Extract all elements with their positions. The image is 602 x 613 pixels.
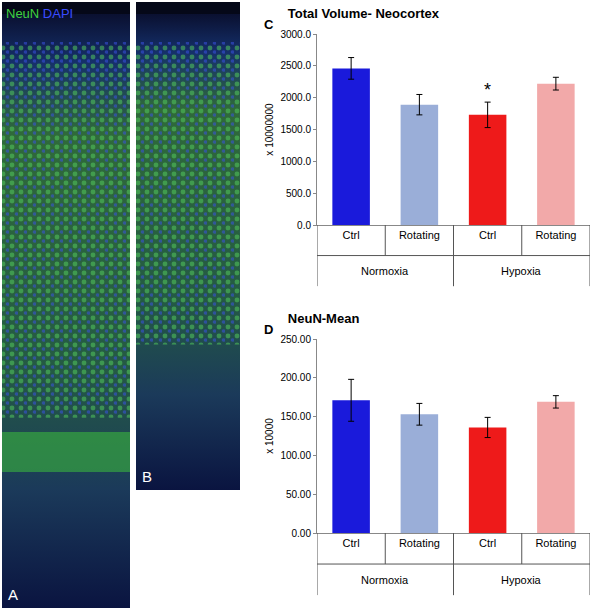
- svg-text:B: B: [142, 468, 152, 485]
- svg-text:Ctrl: Ctrl: [479, 537, 496, 549]
- svg-text:1000.0: 1000.0: [280, 156, 311, 167]
- svg-text:NeuN DAPI: NeuN DAPI: [6, 6, 73, 21]
- svg-text:0.0: 0.0: [297, 220, 311, 231]
- svg-text:Ctrl: Ctrl: [343, 229, 360, 241]
- svg-text:Hypoxia: Hypoxia: [501, 265, 542, 277]
- svg-text:Normoxia: Normoxia: [361, 574, 409, 586]
- svg-text:200.00: 200.00: [280, 372, 311, 383]
- svg-text:150.00: 150.00: [280, 411, 311, 422]
- svg-text:100.00: 100.00: [280, 450, 311, 461]
- svg-text:Normoxia: Normoxia: [361, 265, 409, 277]
- svg-text:A: A: [8, 586, 18, 603]
- svg-text:Rotating: Rotating: [535, 229, 576, 241]
- svg-text:2000.0: 2000.0: [280, 92, 311, 103]
- svg-text:250.00: 250.00: [280, 334, 311, 345]
- svg-text:NeuN-Mean: NeuN-Mean: [288, 311, 360, 326]
- svg-text:3000.0: 3000.0: [280, 29, 311, 40]
- svg-text:500.0: 500.0: [286, 188, 311, 199]
- svg-text:Rotating: Rotating: [535, 537, 576, 549]
- svg-text:0.00: 0.00: [292, 528, 312, 539]
- svg-text:Total Volume- Neocortex: Total Volume- Neocortex: [288, 6, 440, 21]
- svg-text:Hypoxia: Hypoxia: [501, 574, 542, 586]
- svg-text:C: C: [264, 17, 274, 32]
- svg-text:Ctrl: Ctrl: [479, 229, 496, 241]
- svg-text:50.00: 50.00: [286, 489, 311, 500]
- svg-text:x 10000000: x 10000000: [264, 103, 275, 156]
- svg-text:D: D: [264, 322, 273, 337]
- svg-text:Ctrl: Ctrl: [343, 537, 360, 549]
- svg-text:Rotating: Rotating: [399, 537, 440, 549]
- svg-text:x 10000: x 10000: [264, 418, 275, 454]
- svg-text:Rotating: Rotating: [399, 229, 440, 241]
- svg-text:1500.0: 1500.0: [280, 124, 311, 135]
- svg-text:*: *: [484, 80, 491, 100]
- svg-text:2500.0: 2500.0: [280, 60, 311, 71]
